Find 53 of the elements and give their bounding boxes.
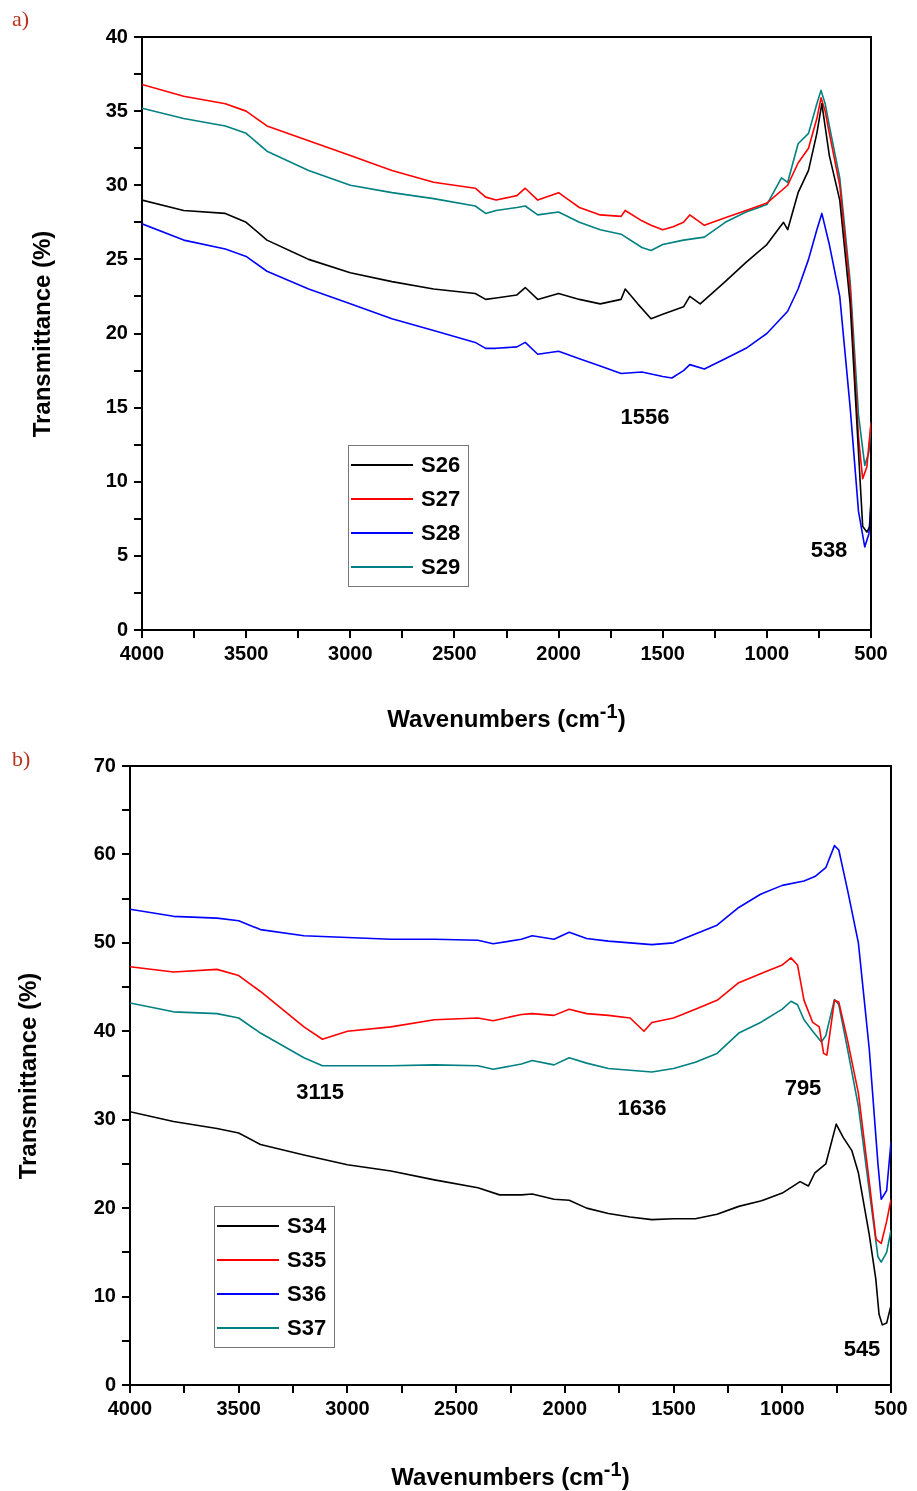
- legend-label: S34: [287, 1213, 327, 1239]
- x-tick-label: 2500: [432, 641, 477, 664]
- y-tick-label: 35: [105, 98, 128, 121]
- x-tick-label: 500: [874, 1396, 908, 1419]
- x-tick-label: 4000: [119, 641, 165, 664]
- legend-label: S29: [421, 554, 461, 580]
- x-tick-label: 3000: [328, 641, 373, 664]
- legend-label: S35: [287, 1247, 327, 1273]
- y-axis-title: Transmittance (%): [14, 972, 42, 1179]
- annotation: 1636: [617, 1095, 667, 1121]
- annotation: 795: [784, 1075, 822, 1101]
- y-tick-label: 60: [93, 841, 116, 864]
- x-tick-label: 1000: [744, 641, 790, 664]
- x-tick-label: 2000: [536, 641, 581, 664]
- legend-label: S26: [421, 452, 461, 478]
- y-tick-label: 40: [93, 1018, 116, 1041]
- x-tick-label: 3500: [223, 641, 269, 664]
- x-tick-label: 3500: [216, 1396, 261, 1419]
- chart-title: b): [12, 746, 31, 772]
- y-tick-label: 50: [93, 930, 116, 953]
- x-tick-label: 500: [854, 641, 888, 664]
- y-tick-label: 40: [105, 24, 128, 47]
- legend-label: S28: [421, 520, 461, 546]
- y-tick-label: 30: [105, 172, 128, 195]
- x-tick-label: 3000: [325, 1396, 370, 1419]
- legend-label: S27: [421, 486, 461, 512]
- y-tick-label: 15: [105, 395, 128, 418]
- x-tick-label: 4000: [107, 1396, 153, 1419]
- annotation: 1556: [620, 404, 670, 430]
- y-tick-label: 20: [93, 1195, 116, 1218]
- y-axis-title: Transmittance (%): [28, 230, 56, 437]
- annotation: 538: [810, 537, 848, 563]
- x-tick-label: 1000: [760, 1396, 805, 1419]
- x-tick-label: 1500: [651, 1396, 696, 1419]
- y-tick-label: 30: [93, 1107, 116, 1130]
- legend-label: S37: [287, 1315, 327, 1341]
- x-axis-title: Wavenumbers (cm$^{-1}$): [391, 1457, 630, 1491]
- y-tick-label: 20: [105, 321, 128, 344]
- x-axis-title: Wavenumbers (cm$^{-1}$): [387, 699, 626, 733]
- y-tick-label: 10: [105, 469, 128, 492]
- x-tick-label: 2500: [433, 1396, 479, 1419]
- annotation: 545: [843, 1336, 881, 1362]
- chart-title: a): [12, 6, 30, 32]
- y-tick-label: 0: [116, 617, 128, 640]
- y-tick-label: 10: [93, 1284, 116, 1307]
- legend-label: S36: [287, 1281, 327, 1307]
- y-tick-label: 25: [105, 246, 128, 269]
- y-tick-label: 5: [116, 543, 128, 566]
- y-tick-label: 70: [93, 753, 116, 776]
- annotation: 3115: [296, 1079, 344, 1105]
- x-tick-label: 2000: [542, 1396, 588, 1419]
- x-tick-label: 1500: [640, 641, 685, 664]
- y-tick-label: 0: [104, 1372, 116, 1395]
